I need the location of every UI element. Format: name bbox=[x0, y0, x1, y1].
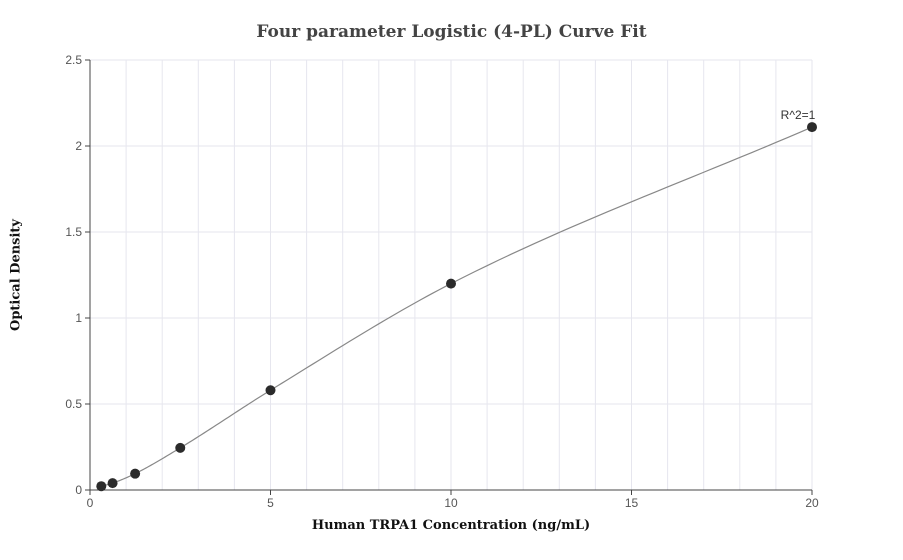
data-point bbox=[446, 278, 456, 289]
data-point bbox=[96, 481, 107, 492]
data-point bbox=[130, 468, 141, 479]
annotations: R^2=1 bbox=[781, 108, 816, 122]
chart-title: Four parameter Logistic (4-PL) Curve Fit bbox=[256, 22, 647, 42]
data-point bbox=[175, 442, 186, 453]
data-point bbox=[807, 122, 817, 133]
y-tick-label: 2 bbox=[75, 139, 82, 153]
r-squared-label: R^2=1 bbox=[781, 108, 816, 122]
y-axis-label: Optical Density bbox=[8, 219, 24, 331]
x-tick-label: 0 bbox=[87, 496, 94, 510]
y-tick-label: 2.5 bbox=[65, 53, 82, 67]
y-tick-label: 0.5 bbox=[65, 397, 82, 411]
y-tick-label: 1 bbox=[75, 311, 82, 325]
data-points bbox=[96, 122, 817, 492]
x-tick-label: 20 bbox=[805, 496, 819, 510]
data-point bbox=[265, 385, 276, 396]
fit-curve-group bbox=[101, 126, 813, 487]
x-tick-label: 10 bbox=[444, 496, 458, 510]
y-tick-label: 0 bbox=[75, 483, 82, 497]
y-tick-label: 1.5 bbox=[65, 225, 82, 239]
tick-labels: 0 5 10 15 20 0 0.5 1 1.5 2 2.5 bbox=[65, 53, 819, 510]
data-point bbox=[107, 478, 118, 489]
grid-lines bbox=[89, 59, 813, 491]
fit-curve bbox=[101, 126, 813, 487]
x-axis-label: Human TRPA1 Concentration (ng/mL) bbox=[311, 518, 591, 533]
axes bbox=[85, 59, 813, 495]
x-tick-label: 15 bbox=[625, 496, 639, 510]
x-tick-label: 5 bbox=[267, 496, 274, 510]
